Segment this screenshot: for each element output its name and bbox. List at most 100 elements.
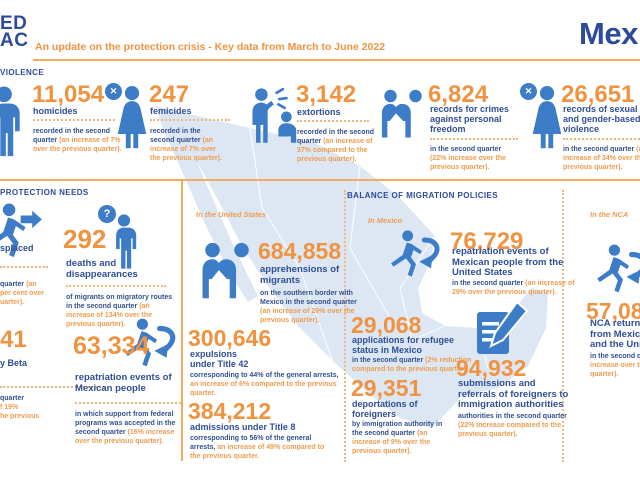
label-line: from Mexico	[590, 328, 640, 340]
dotted-rule	[0, 386, 105, 388]
stat-label: apprehensions of migrants	[260, 264, 340, 286]
stat-description: in the second quarter (2% reduction comp…	[352, 356, 480, 374]
page-title: An update on the protection crisis - Key…	[35, 41, 386, 53]
country-title: Mex	[579, 16, 638, 51]
title-rule	[33, 59, 640, 61]
stat-description: in the second qu increase over th quarte…	[590, 352, 640, 379]
description-orange: (an increase of 7% over the previous qua…	[150, 137, 222, 162]
stat-label: homicides	[33, 106, 78, 116]
stat-label: repatriation events of Mexican people fr…	[452, 246, 564, 278]
return-runner-icon	[391, 230, 440, 277]
stat-description: on the southern border with Mexico in th…	[260, 289, 362, 325]
description-dark: in the second quarter	[563, 146, 637, 153]
description-orange: (an	[24, 281, 37, 288]
stat-number-fragment: 57,08	[586, 298, 640, 324]
person-question-icon	[116, 214, 137, 269]
stat-number-fragment: 41	[0, 326, 27, 353]
description-dark: corresponding to 56% of the general arre…	[190, 435, 312, 451]
mexico-nca-divider	[562, 190, 564, 462]
dotted-rule	[430, 138, 518, 140]
x-badge-icon: ✕	[105, 83, 122, 100]
description-orange: (22% increase compared to the previous q…	[458, 422, 562, 438]
description-dark: by immigration authority in the second q…	[352, 421, 443, 437]
description-orange: (an increase of 9% over the previous qua…	[352, 430, 431, 455]
description-dark: quarter	[0, 395, 25, 402]
stat-label: applications for refugee status in Mexic…	[352, 335, 455, 355]
label-line: NCA returns	[590, 318, 640, 329]
question-badge-icon: ?	[98, 205, 116, 223]
stat-label: records of sexual and gender-based viole…	[563, 104, 640, 134]
description-orange: increase over th	[590, 362, 640, 369]
stat-description: in which support from federal programs w…	[75, 410, 187, 446]
stat-label-fragment: splaced	[0, 243, 34, 253]
dotted-rule	[75, 402, 181, 404]
stat-number: 684,858	[258, 238, 342, 264]
description-dark: in the second quarter	[430, 146, 502, 153]
description-orange: an increase of 6% compared to the previo…	[190, 381, 337, 397]
description-dark: on the southern border with Mexico in th…	[260, 290, 357, 306]
description-orange: (an increase of 134% over the previous q…	[66, 303, 152, 328]
logo-line-2: AC	[0, 30, 29, 51]
description-dark: in the second qu	[590, 353, 640, 360]
description-orange: (an increase of 29% over the previous qu…	[452, 280, 575, 296]
description-orange: (16% increase over the previous quarter)…	[75, 429, 175, 445]
stat-description: corresponding to 44% of the general arre…	[190, 371, 340, 398]
stat-number: 3,142	[296, 81, 357, 108]
stat-number: 94,932	[456, 355, 527, 381]
x-badge-icon: ✕	[520, 83, 537, 100]
description-orange: (an increase of 37% compared to the prev…	[297, 138, 373, 163]
dotted-rule	[66, 285, 166, 287]
dotted-rule	[0, 266, 48, 268]
return-runner-icon	[597, 244, 640, 293]
stat-number: 300,646	[188, 325, 272, 351]
label-line: and the Unite	[590, 339, 640, 350]
stat-number: 247	[149, 81, 190, 108]
stat-label: submissions and referrals of foreigners …	[458, 378, 569, 410]
stat-description: authorities in the second quarter (22% i…	[458, 412, 570, 439]
description-orange: (2% reduction compared to the previous q…	[352, 357, 472, 373]
struggle-icon	[202, 242, 249, 299]
stat-number: 26,651	[561, 81, 635, 108]
struggle-icon	[381, 89, 422, 138]
description-orange: an increase of 49% compared to the previ…	[190, 444, 325, 460]
stat-description: corresponding to 56% of the general arre…	[190, 434, 328, 461]
description-orange: f 19%	[0, 404, 19, 411]
stat-number: 29,351	[351, 375, 422, 401]
description-dark: in the second quarter	[352, 357, 426, 364]
dotted-rule	[33, 119, 115, 121]
stat-label: admissions under Title 8	[190, 422, 296, 432]
dotted-rule	[150, 119, 230, 121]
redlac-logo: ED AC	[0, 14, 29, 51]
description-orange: he previous	[0, 413, 40, 420]
description-orange: (an increase of 26% over the previous qu…	[260, 308, 355, 324]
description-dark: recorded in the second quarter	[150, 128, 203, 144]
person-icon	[0, 86, 20, 157]
return-runner-icon	[125, 318, 176, 367]
stat-label: expulsions under Title 42	[190, 349, 249, 369]
stat-number: 292	[63, 224, 107, 254]
stat-description: recorded in the second quarter (an incre…	[297, 128, 375, 164]
stat-number: 29,068	[351, 312, 422, 338]
stat-label: deportations of foreigners	[352, 399, 418, 419]
left-column-divider	[181, 179, 183, 461]
stat-number: 63,334	[73, 332, 150, 360]
region-label-nca: In the NCA	[590, 210, 629, 219]
stat-description: quarter f 19% he previous	[0, 394, 70, 421]
section-protection-header: PROTECTION NEEDS	[0, 188, 89, 197]
dotted-rule	[563, 138, 640, 140]
description-dark: recorded in the second quarter	[297, 129, 375, 145]
description-dark: authorities in the second quarter	[458, 413, 567, 420]
stat-label: deaths and disappearances	[66, 258, 138, 280]
stat-description: of migrants on migratory routes in the s…	[66, 293, 174, 329]
stat-number: 6,824	[428, 81, 489, 108]
stat-description: quarter (an per cent over uarter).	[0, 280, 60, 307]
stat-label: extortions	[297, 107, 341, 117]
stat-description: in the second quarter (22% increase over…	[430, 145, 518, 172]
description-orange: quarter).	[590, 371, 619, 378]
stat-description: by immigration authority in the second q…	[352, 420, 444, 456]
description-orange: (an increase of 34% over the previous qu…	[563, 146, 640, 171]
dotted-rule	[297, 120, 369, 122]
description-orange: (an increase of 7% over the previous qua…	[33, 137, 122, 153]
female-x-icon	[532, 86, 562, 149]
